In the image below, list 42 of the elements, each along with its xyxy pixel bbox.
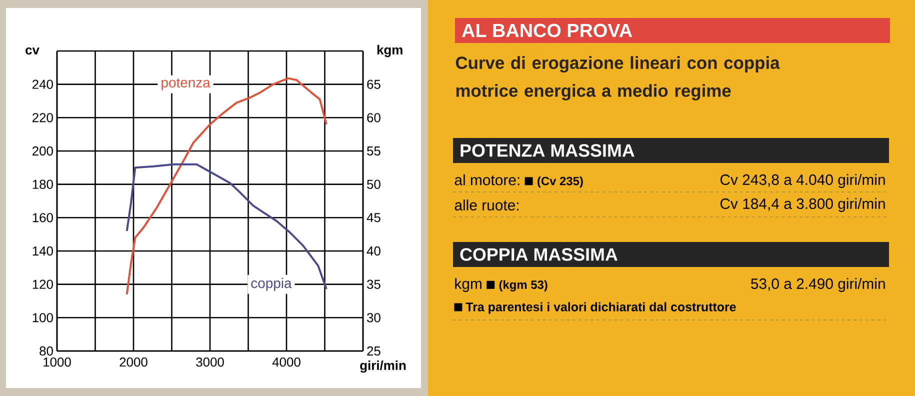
text: coppia (251, 278, 292, 291)
x-axis-title: giri/min (360, 360, 406, 373)
y2-tick-label: 50 (367, 180, 380, 189)
text: Curve di erogazione lineari con coppia motrice energica a medio regime (456, 56, 780, 100)
x-tick-label: 4000 (272, 358, 300, 367)
text: (kgm 53) (499, 280, 548, 292)
y2-tick-label: 60 (367, 113, 380, 122)
y-axis-title: cv (26, 47, 40, 55)
y-tick-label: 120 (32, 280, 53, 289)
y-tick-label: 200 (32, 146, 53, 156)
text: alle ruote: (454, 200, 518, 210)
text: Cv 184,4 a 3.800 giri/min (720, 198, 885, 212)
series-label: potenza (162, 78, 210, 90)
text: Tra parentesi i valori dichiarati dal costruttore (466, 302, 736, 314)
y2-tick-label: 25 (367, 346, 380, 356)
y2-axis-title: kgm (377, 44, 402, 58)
text: (Cv 235) (538, 176, 583, 188)
y-tick-label: 220 (32, 113, 53, 122)
text: POTENZA MASSIMA (460, 144, 634, 157)
y-tick-label: 160 (32, 213, 53, 222)
text: COPPIA MASSIMA (460, 248, 618, 261)
text: AL BANCO PROVA (462, 24, 632, 38)
text: 53,0 a 2.490 giri/min (750, 278, 885, 292)
text: kgm (455, 278, 482, 292)
y2-tick-label: 45 (366, 213, 380, 222)
y2-tick-label: 30 (367, 313, 380, 322)
x-tick-label: 2000 (120, 358, 148, 367)
text: al motore: (454, 174, 520, 186)
y2-tick-label: 40 (366, 246, 380, 256)
y-tick-label: 240 (32, 80, 53, 89)
y2-tick-label: 35 (367, 280, 380, 289)
line-series (126, 163, 328, 290)
y2-tick-label: 65 (367, 80, 380, 89)
x-tick-label: 1000 (44, 358, 71, 367)
y2-tick-label: 55 (367, 146, 380, 156)
y-tick-label: 180 (32, 180, 53, 189)
y-tick-label: 100 (32, 313, 53, 322)
y-tick-label: 80 (40, 346, 53, 356)
line-series (126, 77, 328, 296)
text: Cv 243,8 a 4.040 giri/min (720, 174, 885, 188)
x-tick-label: 3000 (196, 358, 224, 367)
y-tick-label: 140 (32, 246, 53, 256)
